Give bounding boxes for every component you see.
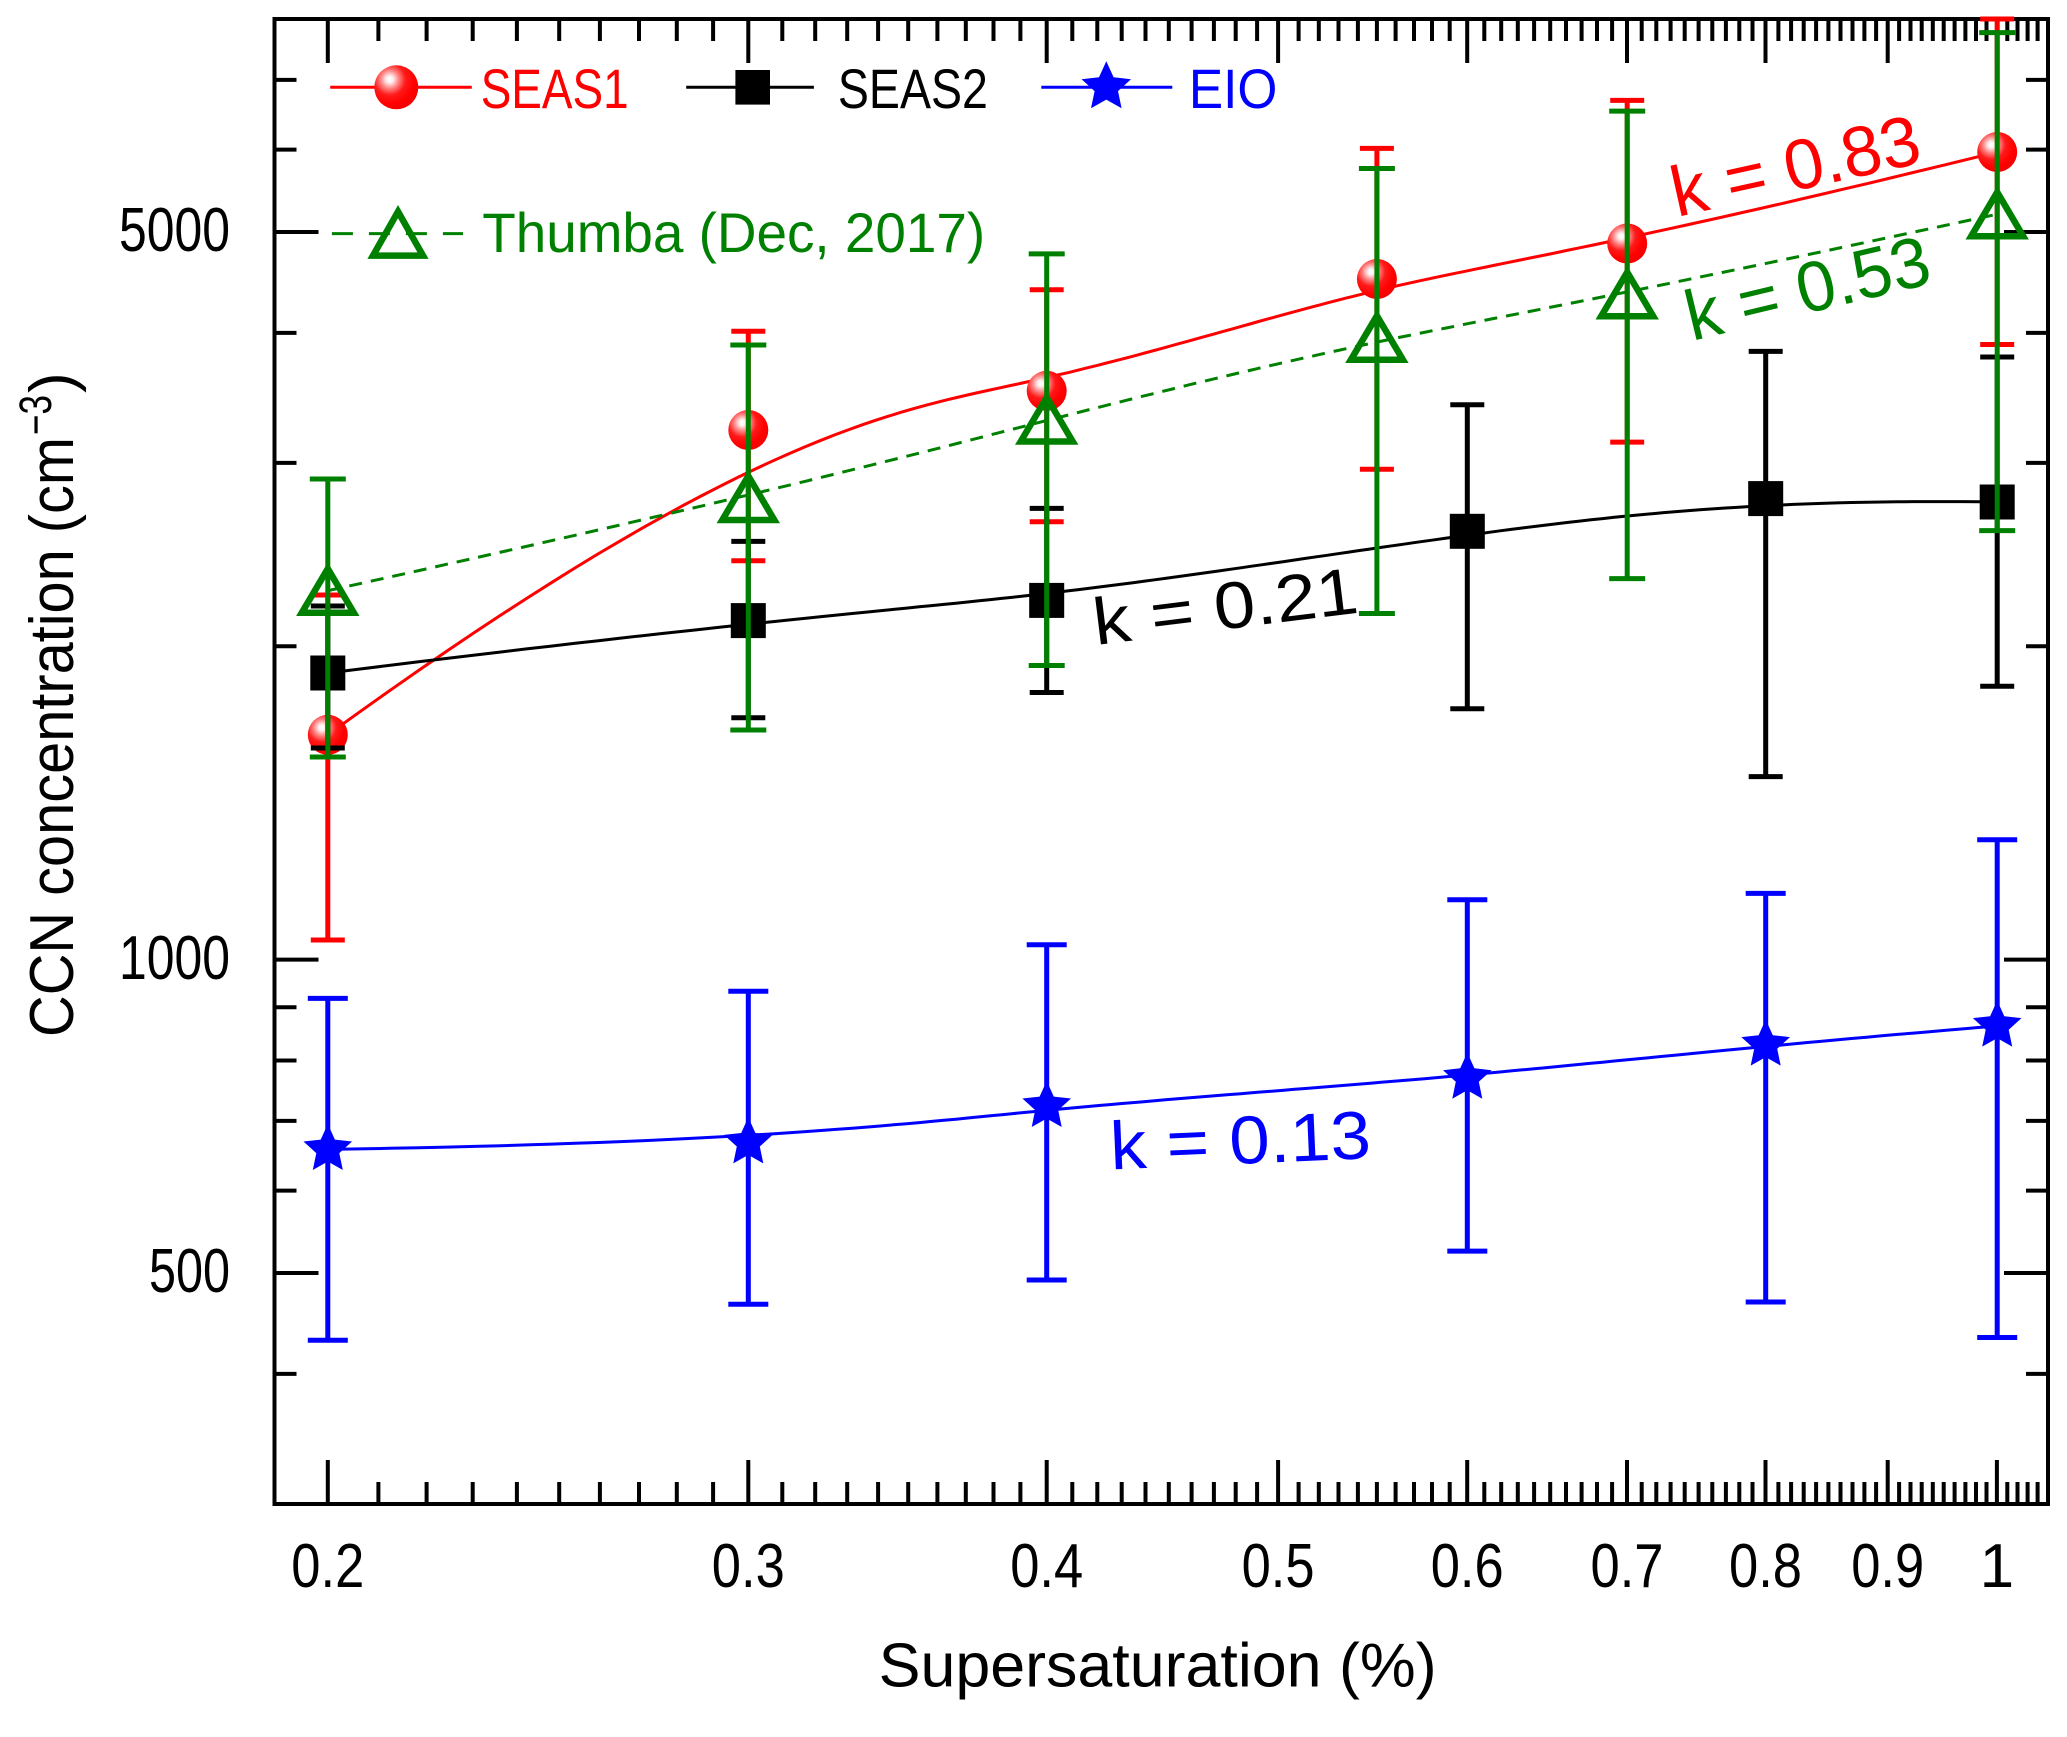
svg-text:5000: 5000	[119, 196, 230, 265]
svg-text:0.5: 0.5	[1242, 1532, 1315, 1601]
svg-text:0.4: 0.4	[1010, 1532, 1083, 1601]
svg-text:k = 0.13: k = 0.13	[1108, 1097, 1372, 1184]
svg-text:EIO: EIO	[1189, 57, 1278, 120]
svg-text:Thumba (Dec, 2017): Thumba (Dec, 2017)	[482, 201, 985, 264]
svg-text:): )	[18, 372, 87, 393]
svg-text:0.7: 0.7	[1591, 1532, 1664, 1601]
svg-text:0.3: 0.3	[712, 1532, 785, 1601]
svg-text:SEAS1: SEAS1	[481, 57, 629, 120]
svg-text:0.8: 0.8	[1729, 1532, 1802, 1601]
svg-text:SEAS2: SEAS2	[838, 57, 988, 120]
svg-text:500: 500	[149, 1237, 230, 1306]
svg-text:0.6: 0.6	[1431, 1532, 1504, 1601]
svg-text:Supersaturation (%): Supersaturation (%)	[879, 1632, 1437, 1701]
svg-text:1: 1	[1980, 1532, 2014, 1601]
svg-text:1000: 1000	[119, 924, 230, 993]
svg-text:−3: −3	[10, 395, 61, 435]
svg-text:CCN concentration (cm: CCN concentration (cm	[18, 437, 87, 1037]
svg-text:0.9: 0.9	[1851, 1532, 1924, 1601]
svg-text:0.2: 0.2	[291, 1532, 364, 1601]
